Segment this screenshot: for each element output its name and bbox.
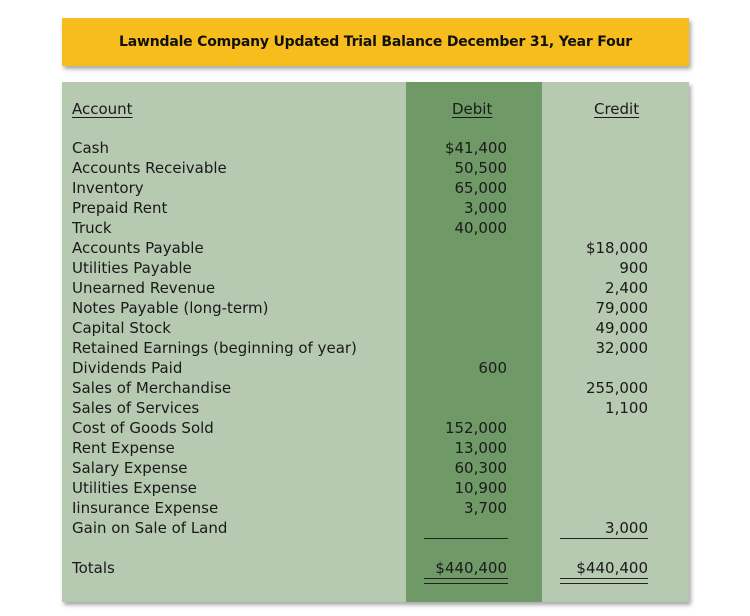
table-row: Notes Payable (long-term) 79,000 [0, 298, 750, 318]
table-row: Sales of Services 1,100 [0, 398, 750, 418]
credit-amount: 2,400 [605, 279, 648, 297]
account-name: Dividends Paid [72, 359, 183, 377]
debit-amount: 13,000 [454, 439, 508, 457]
credit-amount: 255,000 [585, 379, 648, 397]
debit-amount: 3,000 [464, 199, 507, 217]
table-row: Accounts Receivable 50,500 [0, 158, 750, 178]
account-name: Iinsurance Expense [72, 499, 219, 517]
table-row: Cost of Goods Sold 152,000 [0, 418, 750, 438]
account-name: Rent Expense [72, 439, 175, 457]
table-row: Salary Expense 60,300 [0, 458, 750, 478]
account-name: Accounts Payable [72, 239, 204, 257]
header-credit: Credit [594, 100, 640, 118]
debit-amount: 65,000 [454, 179, 508, 197]
account-name: Prepaid Rent [72, 199, 168, 217]
header-debit: Debit [452, 100, 493, 118]
credit-amount: 79,000 [595, 299, 649, 317]
table-row: Iinsurance Expense 3,700 [0, 498, 750, 518]
totals-label: Totals [72, 559, 115, 577]
debit-total-double-rule [424, 578, 508, 584]
credit-subtotal-rule [560, 538, 648, 539]
account-name: Salary Expense [72, 459, 188, 477]
table-row: Prepaid Rent 3,000 [0, 198, 750, 218]
account-name: Notes Payable (long-term) [72, 299, 269, 317]
table-row: Cash $41,400 [0, 138, 750, 158]
table-row: Sales of Merchandise 255,000 [0, 378, 750, 398]
table-row: Inventory 65,000 [0, 178, 750, 198]
credit-total-double-rule [560, 578, 648, 584]
debit-amount: 60,300 [454, 459, 508, 477]
account-name: Utilities Payable [72, 259, 192, 277]
account-name: Sales of Services [72, 399, 200, 417]
account-name: Cost of Goods Sold [72, 419, 214, 437]
credit-amount: 1,100 [605, 399, 648, 417]
table-row: Truck 40,000 [0, 218, 750, 238]
account-name: Gain on Sale of Land [72, 519, 228, 537]
table-row: Rent Expense 13,000 [0, 438, 750, 458]
debit-amount: $41,400 [444, 139, 507, 157]
credit-amount: 32,000 [595, 339, 649, 357]
title-banner: Lawndale Company Updated Trial Balance D… [62, 18, 689, 66]
table-row: Retained Earnings (beginning of year) 32,… [0, 338, 750, 358]
account-name: Inventory [72, 179, 144, 197]
table-row: Gain on Sale of Land 3,000 [0, 518, 750, 538]
table-row: Utilities Expense 10,900 [0, 478, 750, 498]
debit-amount: 3,700 [464, 499, 507, 517]
debit-amount: 50,500 [454, 159, 508, 177]
account-name: Unearned Revenue [72, 279, 216, 297]
table-row: Dividends Paid 600 [0, 358, 750, 378]
trial-balance-rows: Cash $41,400 Accounts Receivable 50,500 Inve… [0, 138, 750, 538]
credit-amount: 900 [619, 259, 648, 277]
table-row: Accounts Payable $18,000 [0, 238, 750, 258]
table-row: Capital Stock 49,000 [0, 318, 750, 338]
account-name: Sales of Merchandise [72, 379, 232, 397]
debit-column-band [406, 82, 542, 602]
account-name: Accounts Receivable [72, 159, 227, 177]
credit-amount: 3,000 [605, 519, 648, 537]
header-account: Account [72, 100, 133, 118]
account-name: Utilities Expense [72, 479, 197, 497]
credit-amount: $18,000 [585, 239, 648, 257]
account-name: Truck [72, 219, 112, 237]
account-name: Cash [72, 139, 109, 157]
debit-amount: 40,000 [454, 219, 508, 237]
totals-credit: $440,400 [576, 559, 648, 577]
debit-amount: 10,900 [454, 479, 508, 497]
debit-amount: 600 [478, 359, 507, 377]
table-row: Unearned Revenue 2,400 [0, 278, 750, 298]
account-name: Capital Stock [72, 319, 171, 337]
page-title: Lawndale Company Updated Trial Balance D… [119, 34, 632, 50]
debit-amount: 152,000 [444, 419, 507, 437]
trial-balance-panel [62, 82, 689, 602]
debit-subtotal-rule [424, 538, 508, 539]
totals-debit: $440,400 [435, 559, 507, 577]
account-name: Retained Earnings (beginning of year) [72, 339, 357, 357]
totals-row: Totals $440,400 $440,400 [0, 558, 750, 578]
table-row: Utilities Payable 900 [0, 258, 750, 278]
credit-amount: 49,000 [595, 319, 649, 337]
